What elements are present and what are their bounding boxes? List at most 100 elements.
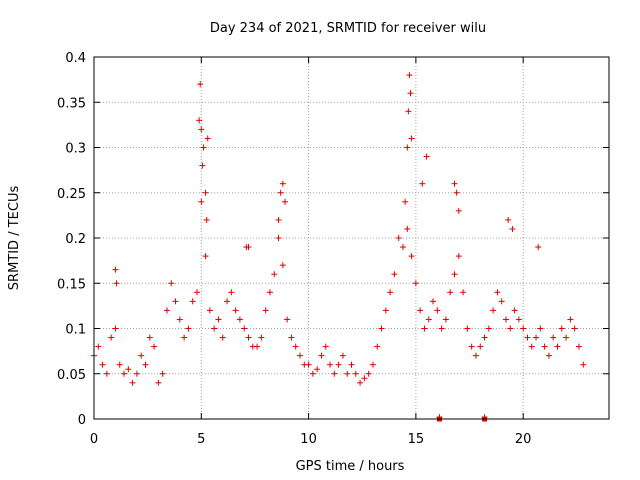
data-point bbox=[198, 126, 205, 133]
data-point bbox=[407, 90, 414, 97]
data-point bbox=[511, 307, 518, 314]
data-point bbox=[189, 298, 196, 305]
data-point bbox=[219, 334, 226, 341]
data-point bbox=[129, 379, 136, 386]
data-point bbox=[477, 343, 484, 350]
data-point bbox=[455, 207, 462, 214]
data-point bbox=[275, 216, 282, 223]
data-point bbox=[335, 361, 342, 368]
data-point bbox=[451, 180, 458, 187]
data-point bbox=[245, 244, 252, 251]
x-axis-label: GPS time / hours bbox=[296, 459, 405, 474]
y-tick-label: 0.15 bbox=[57, 277, 86, 292]
y-tick-label: 0.3 bbox=[65, 142, 86, 157]
data-point bbox=[202, 189, 209, 196]
data-point bbox=[357, 379, 364, 386]
data-point bbox=[211, 325, 218, 332]
data-point bbox=[481, 334, 488, 341]
data-point bbox=[528, 343, 535, 350]
data-point bbox=[202, 253, 209, 260]
data-point bbox=[224, 298, 231, 305]
data-point bbox=[425, 316, 432, 323]
data-point bbox=[348, 361, 355, 368]
data-point bbox=[275, 235, 282, 241]
data-point bbox=[455, 253, 462, 260]
data-point bbox=[580, 361, 587, 368]
data-point bbox=[541, 343, 548, 350]
data-point bbox=[365, 370, 372, 377]
x-tick-label: 0 bbox=[90, 432, 98, 447]
data-point bbox=[419, 180, 426, 187]
data-point bbox=[472, 352, 479, 359]
data-point bbox=[121, 370, 128, 377]
data-point bbox=[434, 307, 441, 314]
data-point bbox=[155, 379, 162, 386]
y-tick-label: 0.35 bbox=[57, 96, 86, 111]
x-tick-label: 10 bbox=[300, 432, 317, 447]
data-point bbox=[241, 325, 248, 332]
data-point bbox=[236, 316, 243, 323]
data-point bbox=[181, 334, 188, 341]
data-point bbox=[485, 325, 492, 332]
data-point bbox=[292, 343, 299, 350]
data-point bbox=[203, 216, 210, 223]
data-point bbox=[533, 334, 540, 341]
y-tick-label: 0.4 bbox=[65, 51, 86, 66]
data-point bbox=[400, 244, 406, 251]
data-point bbox=[254, 343, 261, 350]
data-point bbox=[204, 135, 211, 142]
data-point bbox=[322, 343, 329, 350]
data-point bbox=[99, 361, 106, 368]
data-point bbox=[520, 325, 527, 332]
data-point bbox=[198, 198, 205, 205]
y-tick-label: 0.25 bbox=[57, 187, 86, 202]
data-point bbox=[194, 289, 200, 296]
data-point bbox=[185, 325, 192, 332]
data-point bbox=[405, 108, 412, 115]
data-point bbox=[327, 361, 334, 368]
data-point bbox=[550, 334, 557, 341]
data-point bbox=[406, 72, 413, 79]
data-point bbox=[103, 370, 110, 377]
data-point bbox=[387, 289, 394, 296]
data-point bbox=[447, 289, 454, 296]
data-point bbox=[468, 343, 475, 350]
data-point bbox=[163, 307, 170, 314]
data-point bbox=[369, 361, 376, 368]
data-point bbox=[331, 370, 338, 377]
data-point bbox=[404, 225, 411, 232]
data-point bbox=[305, 361, 312, 368]
data-point bbox=[262, 307, 269, 314]
data-point bbox=[206, 307, 213, 314]
data-point bbox=[279, 262, 286, 269]
data-point bbox=[215, 316, 222, 323]
data-point bbox=[378, 325, 385, 332]
data-point bbox=[138, 352, 145, 359]
data-point bbox=[537, 325, 544, 332]
data-point bbox=[438, 325, 445, 332]
data-point bbox=[125, 366, 132, 373]
data-point bbox=[228, 289, 235, 296]
data-point bbox=[361, 375, 368, 382]
data-point bbox=[408, 253, 415, 260]
data-point bbox=[575, 343, 582, 350]
data-point bbox=[309, 370, 316, 377]
chart-title: Day 234 of 2021, SRMTID for receiver wil… bbox=[210, 21, 486, 36]
data-point bbox=[168, 280, 175, 287]
data-point bbox=[515, 316, 522, 323]
data-point bbox=[279, 180, 286, 187]
data-point bbox=[196, 117, 203, 124]
data-point bbox=[339, 352, 346, 359]
data-point bbox=[423, 153, 430, 160]
y-tick-label: 0.05 bbox=[57, 368, 86, 383]
data-point bbox=[453, 189, 460, 196]
data-point bbox=[442, 316, 449, 323]
data-point bbox=[404, 144, 411, 151]
y-tick-label: 0.2 bbox=[65, 232, 86, 247]
data-point bbox=[108, 334, 115, 341]
data-point bbox=[200, 144, 207, 151]
data-point bbox=[142, 361, 149, 368]
data-point bbox=[199, 162, 206, 169]
